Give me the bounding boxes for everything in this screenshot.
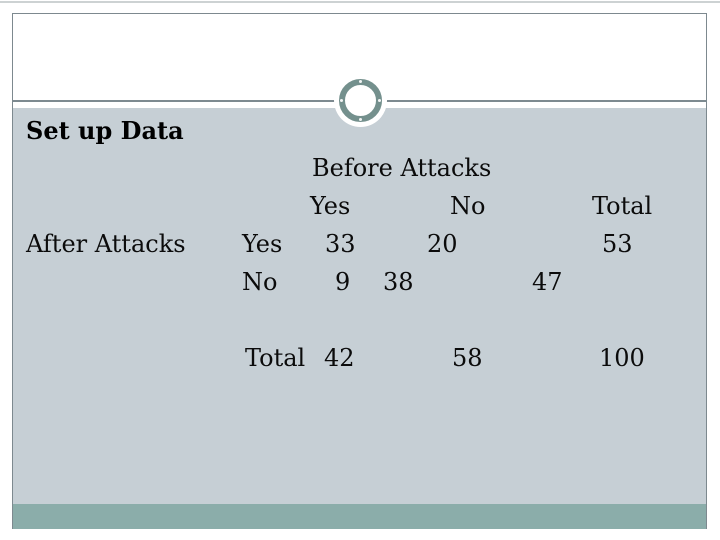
ring-dot-west [340,99,343,102]
table-row-total-label: Total [245,344,306,372]
table-col-header-total: Total [592,192,653,220]
table-cell-no-yes: 9 [335,268,351,296]
table-cell-total-yes: 42 [324,344,355,372]
footer-accent-band [13,504,706,529]
table-col-header-no: No [450,192,486,220]
presentation-slide: Set up Data Before Attacks Yes No Total … [12,13,707,529]
ring-dot-north [359,80,362,83]
circle-ornament-icon [339,79,382,122]
table-row-group-label-after-attacks: After Attacks [26,230,186,258]
slide-content-background [13,108,706,504]
table-cell-yes-no: 20 [427,230,458,258]
table-cell-yes-total: 53 [602,230,633,258]
ring-dot-south [359,118,362,121]
table-row-yes-label: Yes [242,230,283,258]
table-row-no-label: No [242,268,278,296]
table-cell-total-no: 58 [452,344,483,372]
table-col-header-yes: Yes [310,192,351,220]
table-cell-yes-yes: 33 [325,230,356,258]
table-col-group-label-before-attacks: Before Attacks [312,154,492,182]
top-hairline [0,1,720,3]
table-cell-no-total: 47 [532,268,563,296]
ring-dot-east [378,99,381,102]
table-cell-total-total: 100 [599,344,645,372]
slide-title: Set up Data [26,116,184,145]
table-cell-no-no: 38 [383,268,414,296]
